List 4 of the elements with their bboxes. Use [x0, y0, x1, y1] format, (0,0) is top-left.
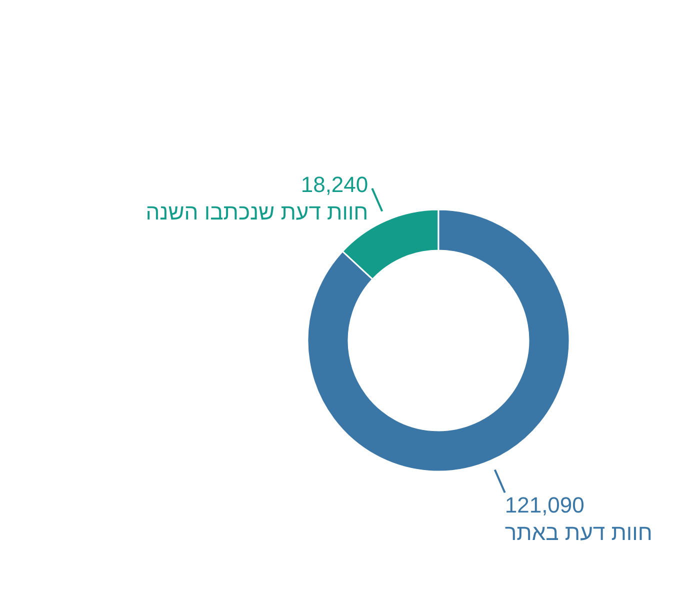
data-label: 18,240 [300, 172, 368, 197]
data-label: 121,090 [504, 492, 584, 518]
slice-label: חוות דעת באתר [504, 520, 652, 546]
slice-label: חוות דעת שנכתבו השנה [146, 199, 368, 224]
